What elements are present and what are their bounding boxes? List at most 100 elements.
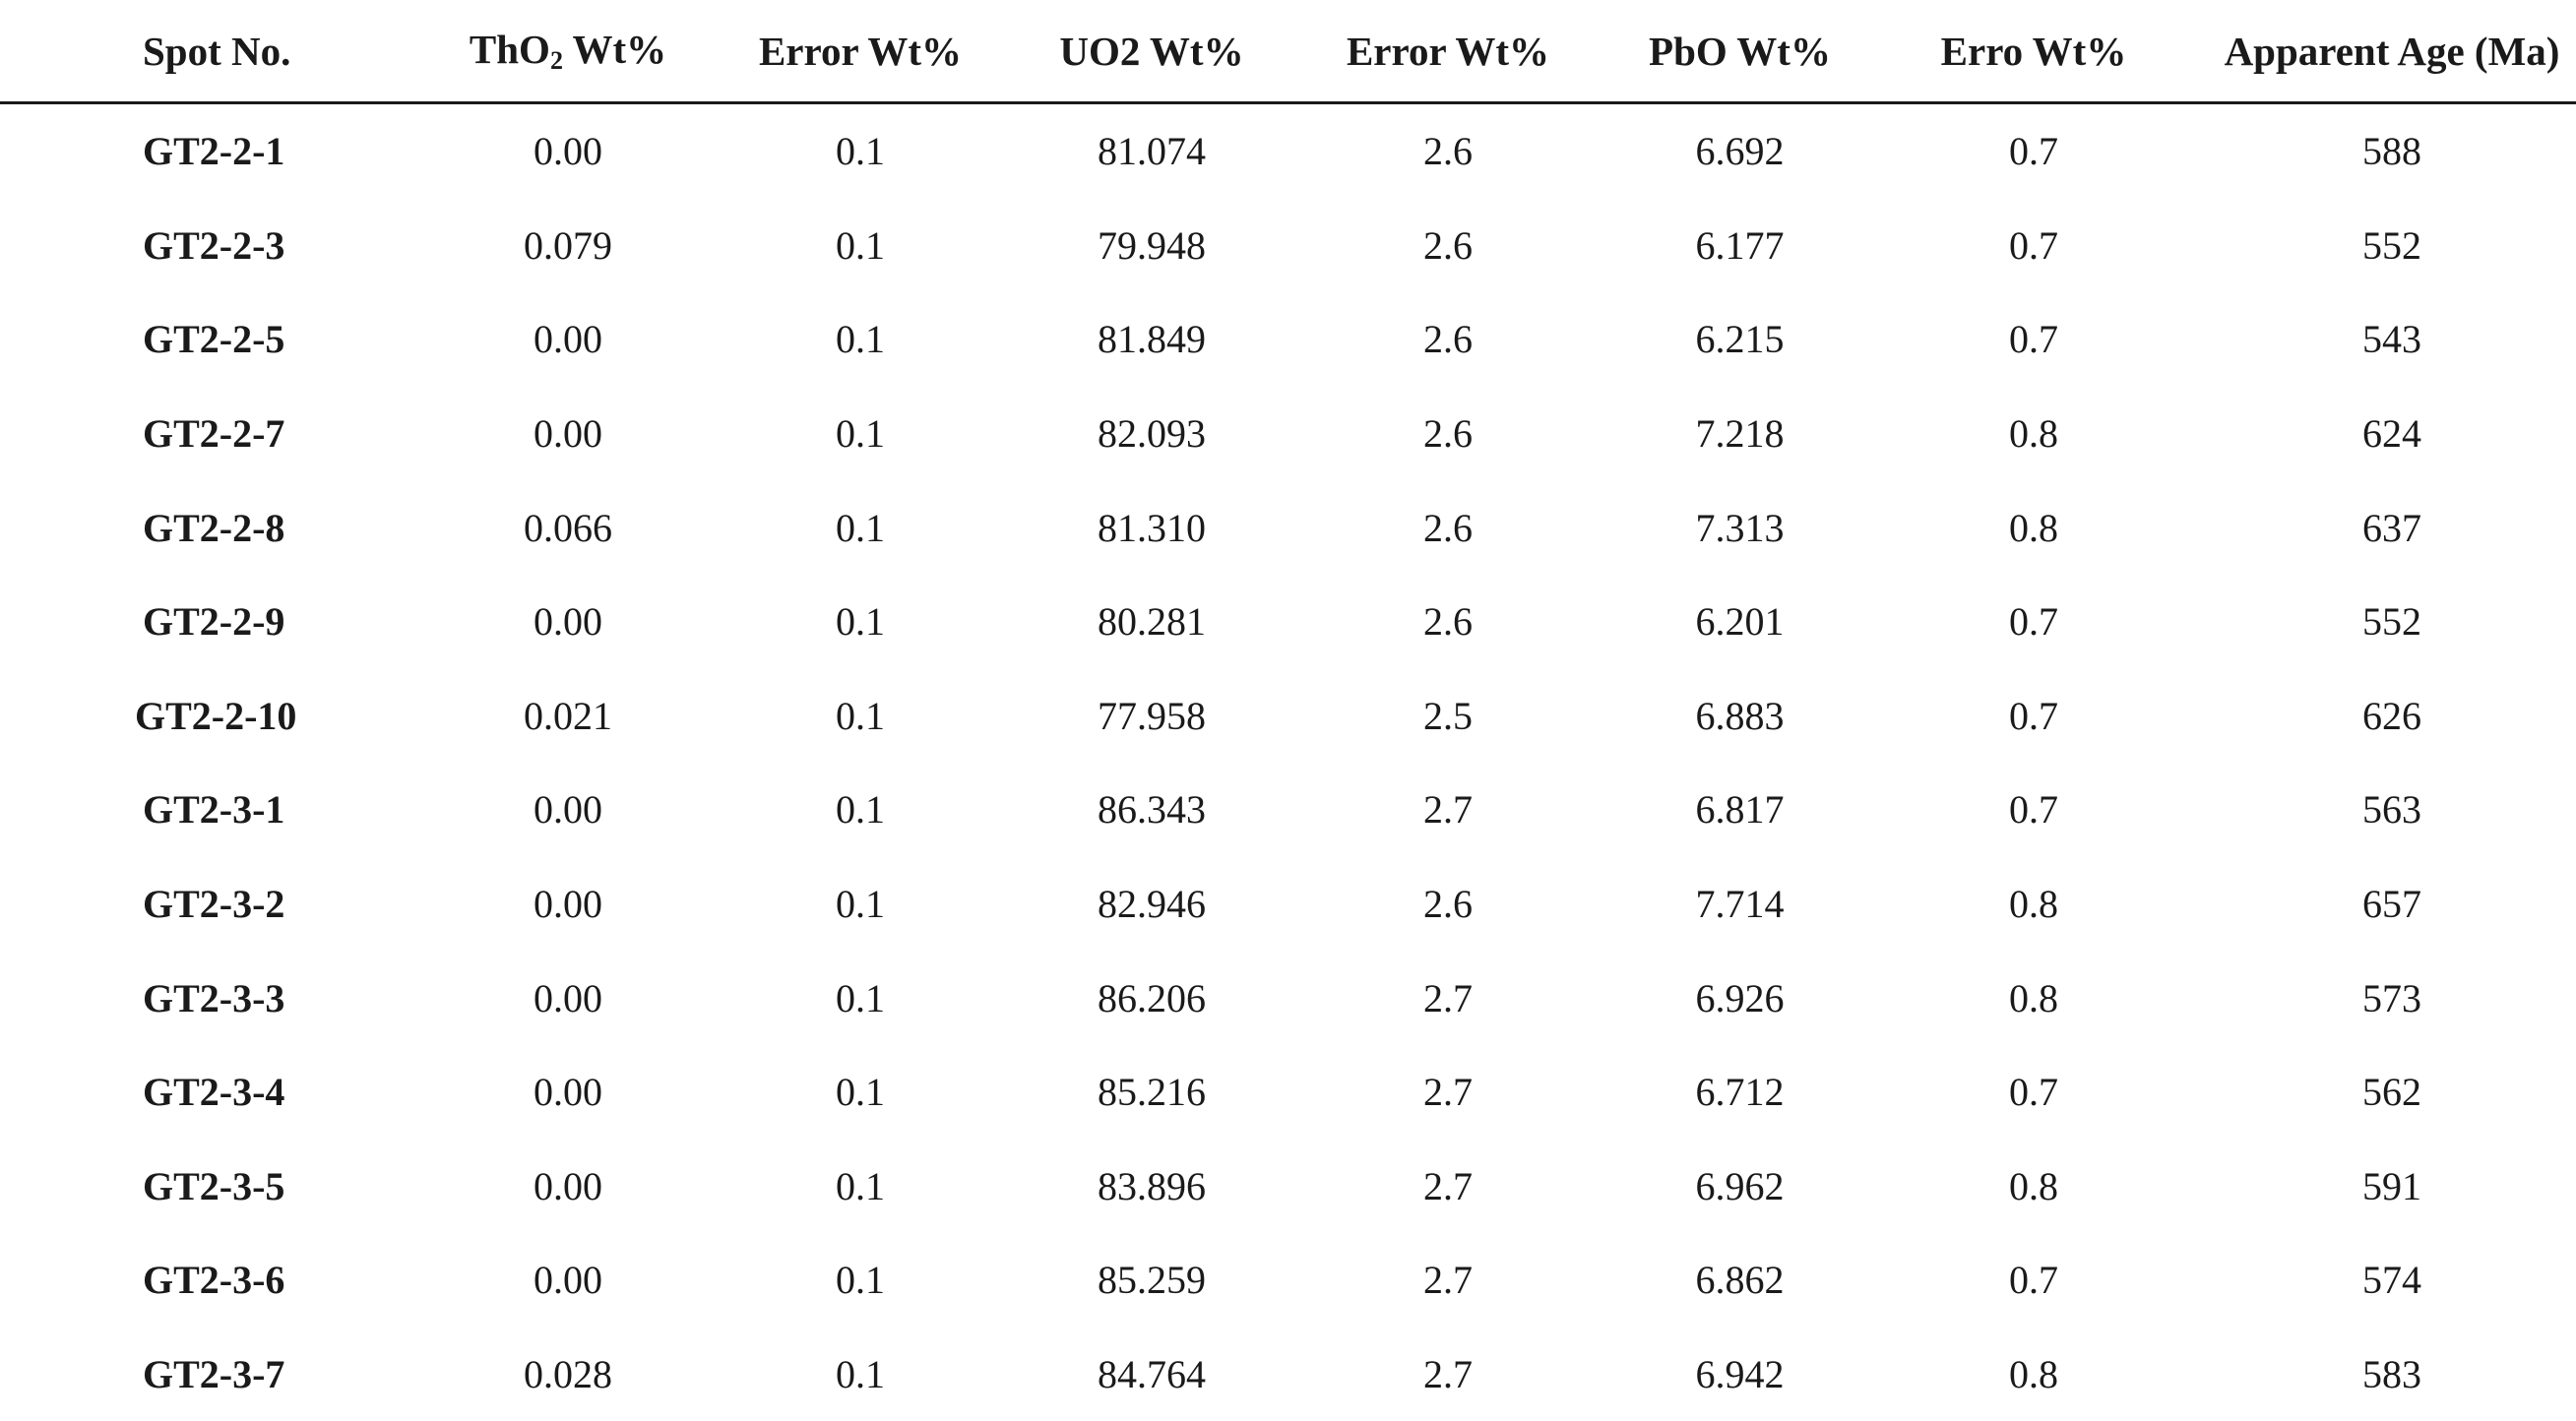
uo2-value: 84.764 <box>1098 1352 1206 1397</box>
spot-no: GT2-2-9 <box>143 599 285 645</box>
error-1-value: 0.1 <box>836 599 885 645</box>
error-1-value: 0.1 <box>836 787 885 833</box>
table-row: GT2-2-5 0.00 0.1 81.849 2.6 6.215 0.7 543 <box>0 292 2576 387</box>
uo2-value: 80.281 <box>1098 599 1206 645</box>
apparent-age-value: 563 <box>2362 787 2421 833</box>
tho2-value: 0.00 <box>534 787 602 833</box>
apparent-age-value: 574 <box>2362 1258 2421 1303</box>
apparent-age-value: 624 <box>2362 411 2421 457</box>
header-row: Spot No. ThO2 Wt% Error Wt% UO2 Wt% Erro… <box>0 0 2576 104</box>
apparent-age-value: 637 <box>2362 505 2421 550</box>
apparent-age-value: 626 <box>2362 693 2421 738</box>
uo2-value: 81.310 <box>1098 505 1206 550</box>
error-1-value: 0.1 <box>836 1070 885 1115</box>
error-3-value: 0.8 <box>2009 882 2058 927</box>
error-2-value: 2.6 <box>1423 505 1473 550</box>
error-2-value: 2.6 <box>1423 317 1473 362</box>
spot-no: GT2-3-6 <box>143 1258 285 1303</box>
apparent-age-value: 552 <box>2362 599 2421 645</box>
error-1-value: 0.1 <box>836 1163 885 1208</box>
error-2-value: 2.7 <box>1423 975 1473 1020</box>
pbo-value: 6.926 <box>1695 975 1785 1020</box>
error-3-value: 0.8 <box>2009 975 2058 1020</box>
error-3-value: 0.7 <box>2009 317 2058 362</box>
tho2-value: 0.00 <box>534 1258 602 1303</box>
table-row: GT2-3-1 0.00 0.1 86.343 2.7 6.817 0.7 563 <box>0 763 2576 857</box>
error-2-value: 2.6 <box>1423 222 1473 268</box>
spot-no: GT2-2-5 <box>143 317 285 362</box>
tho2-value: 0.079 <box>524 222 612 268</box>
error-2-value: 2.7 <box>1423 1070 1473 1115</box>
error-2-value: 2.6 <box>1423 129 1473 174</box>
error-3-value: 0.7 <box>2009 693 2058 738</box>
spot-no: GT2-2-3 <box>143 222 285 268</box>
error-1-value: 0.1 <box>836 411 885 457</box>
error-1-value: 0.1 <box>836 1258 885 1303</box>
pbo-value: 6.862 <box>1695 1258 1785 1303</box>
table-row: GT2-3-6 0.00 0.1 85.259 2.7 6.862 0.7 574 <box>0 1233 2576 1328</box>
spot-no: GT2-2-1 <box>143 129 285 174</box>
table-row: GT2-2-7 0.00 0.1 82.093 2.6 7.218 0.8 624 <box>0 387 2576 481</box>
apparent-age-value: 583 <box>2362 1352 2421 1397</box>
error-3-value: 0.8 <box>2009 505 2058 550</box>
tho2-value: 0.028 <box>524 1352 612 1397</box>
table-row: GT2-3-2 0.00 0.1 82.946 2.6 7.714 0.8 657 <box>0 857 2576 952</box>
error-2-value: 2.6 <box>1423 411 1473 457</box>
error-3-value: 0.7 <box>2009 129 2058 174</box>
tho2-value: 0.00 <box>534 317 602 362</box>
error-3-value: 0.7 <box>2009 1070 2058 1115</box>
header-spot-no: Spot No. <box>0 0 443 104</box>
apparent-age-value: 562 <box>2362 1070 2421 1115</box>
uo2-value: 77.958 <box>1098 693 1206 738</box>
header-error-2: Error Wt% <box>1276 0 1620 104</box>
error-2-value: 2.5 <box>1423 693 1473 738</box>
uo2-value: 81.849 <box>1098 317 1206 362</box>
header-tho2-text: ThO <box>469 27 550 72</box>
error-1-value: 0.1 <box>836 882 885 927</box>
uo2-value: 82.093 <box>1098 411 1206 457</box>
uo2-value: 79.948 <box>1098 222 1206 268</box>
error-3-value: 0.7 <box>2009 1258 2058 1303</box>
spot-no: GT2-3-4 <box>143 1070 285 1115</box>
spot-no: GT2-2-10 <box>135 693 297 738</box>
pbo-value: 7.313 <box>1695 505 1785 550</box>
apparent-age-value: 543 <box>2362 317 2421 362</box>
table-row: GT2-2-8 0.066 0.1 81.310 2.6 7.313 0.8 637 <box>0 480 2576 575</box>
spot-no: GT2-3-1 <box>143 787 285 833</box>
header-tho2: ThO2 Wt% <box>443 0 693 104</box>
header-pbo: PbO Wt% <box>1620 0 1859 104</box>
header-tho2-unit: Wt% <box>562 27 667 72</box>
pbo-value: 6.712 <box>1695 1070 1785 1115</box>
header-tho2-subscript: 2 <box>549 46 563 75</box>
table-row: GT2-2-3 0.079 0.1 79.948 2.6 6.177 0.7 552 <box>0 199 2576 293</box>
error-3-value: 0.8 <box>2009 411 2058 457</box>
error-1-value: 0.1 <box>836 317 885 362</box>
uo2-value: 85.259 <box>1098 1258 1206 1303</box>
spot-no: GT2-2-7 <box>143 411 285 457</box>
uo2-value: 83.896 <box>1098 1163 1206 1208</box>
error-2-value: 2.7 <box>1423 1352 1473 1397</box>
table-row: GT2-3-4 0.00 0.1 85.216 2.7 6.712 0.7 562 <box>0 1045 2576 1140</box>
error-2-value: 2.7 <box>1423 1258 1473 1303</box>
tho2-value: 0.00 <box>534 129 602 174</box>
pbo-value: 7.714 <box>1695 882 1785 927</box>
apparent-age-value: 573 <box>2362 975 2421 1020</box>
table-row: GT2-3-7 0.028 0.1 84.764 2.7 6.942 0.8 583 <box>0 1328 2576 1421</box>
uo2-value: 81.074 <box>1098 129 1206 174</box>
uo2-value: 85.216 <box>1098 1070 1206 1115</box>
table-row: GT2-2-9 0.00 0.1 80.281 2.6 6.201 0.7 552 <box>0 575 2576 669</box>
pbo-value: 7.218 <box>1695 411 1785 457</box>
header-error-3: Erro Wt% <box>1859 0 2208 104</box>
error-2-value: 2.6 <box>1423 882 1473 927</box>
apparent-age-value: 591 <box>2362 1163 2421 1208</box>
table-row: GT2-2-1 0.00 0.1 81.074 2.6 6.692 0.7 588 <box>0 103 2576 199</box>
pbo-value: 6.817 <box>1695 787 1785 833</box>
error-1-value: 0.1 <box>836 129 885 174</box>
spot-no: GT2-3-7 <box>143 1352 285 1397</box>
tho2-value: 0.021 <box>524 693 612 738</box>
error-2-value: 2.7 <box>1423 1163 1473 1208</box>
error-1-value: 0.1 <box>836 975 885 1020</box>
header-uo2: UO2 Wt% <box>1028 0 1276 104</box>
